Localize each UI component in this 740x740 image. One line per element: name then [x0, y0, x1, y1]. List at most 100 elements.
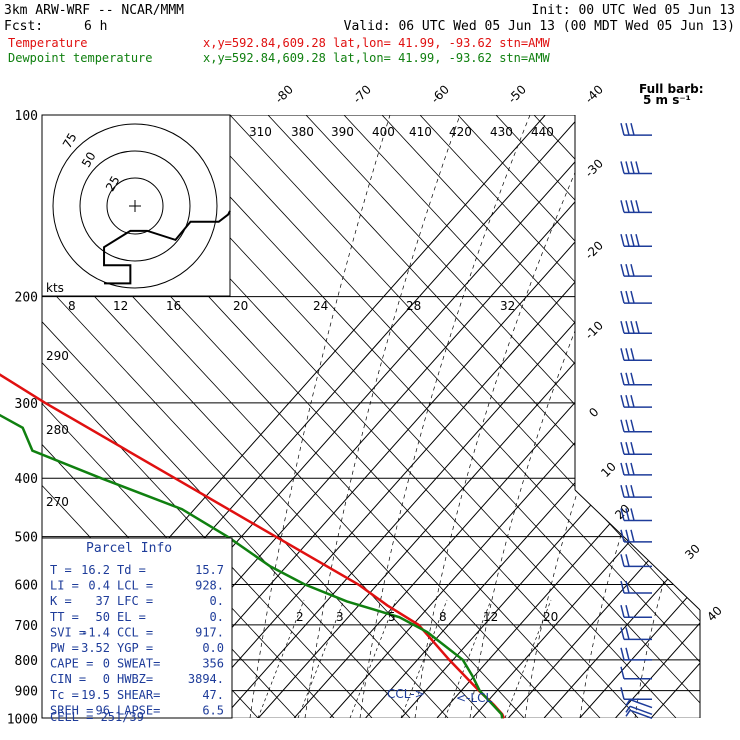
pressure-tick-label: 300: [15, 397, 38, 412]
dewpoint-legend-label: Dewpoint temperature: [8, 51, 153, 65]
wind-barb-feather: [620, 666, 625, 679]
temperature-tick-label: -30: [582, 156, 606, 180]
isotherm-line: [186, 115, 700, 718]
dry-adiabat-line: [191, 115, 700, 718]
wind-barb-feather: [625, 372, 630, 385]
barb-legend-value: 5 m s⁻¹: [643, 93, 691, 107]
parcel-info-value: 356: [202, 657, 224, 671]
wind-barb-feather: [620, 394, 625, 408]
wind-barb-feather: [620, 200, 625, 213]
moist-adiabat-line: [304, 115, 461, 718]
mixing-ratio-label: 5: [388, 610, 396, 624]
wind-barb-feather: [625, 348, 630, 361]
theta-e-label: 290: [46, 349, 69, 363]
parcel-info-value: LCL =: [117, 579, 153, 593]
forecast-label: Fcst:: [4, 19, 43, 34]
dry-adiabat-line: [153, 115, 700, 718]
parcel-info-value: 0.: [210, 610, 224, 624]
parcel-info-value: 37: [96, 594, 110, 608]
parcel-info-value: LI =: [50, 579, 79, 593]
parcel-info-value: SVI =: [50, 625, 86, 639]
mixing-ratio-label: 20: [543, 610, 558, 624]
parcel-info-value: 917.: [195, 625, 224, 639]
dry-adiabat-line: [42, 115, 335, 718]
wind-barb-feather: [625, 263, 630, 277]
wind-barb-feather: [630, 263, 635, 277]
parcel-info-value: 96: [96, 703, 110, 717]
parcel-info-value: K =: [50, 594, 72, 608]
parcel-info-value: 0.4: [88, 579, 110, 593]
isotherm-line: [329, 115, 700, 718]
dry-adiabat-line: [42, 115, 373, 718]
speed-axis-label: 16: [166, 299, 181, 313]
isotherm-line: [615, 115, 700, 718]
parcel-info-value: CIN =: [50, 672, 86, 686]
wind-barb-feather: [625, 484, 630, 498]
wind-barb-feather: [620, 462, 625, 476]
parcel-info-value: PW =: [50, 641, 79, 655]
dry-adiabat-line: [229, 115, 700, 718]
wind-barb-feather: [625, 462, 630, 476]
moist-adiabat-line: [579, 115, 700, 718]
wind-barb-feather: [620, 647, 625, 660]
mixing-ratio-label: 2: [296, 610, 304, 624]
temperature-tick-label: -10: [582, 318, 606, 342]
isotherm-line: [508, 115, 700, 718]
parcel-info-value: 0.: [210, 594, 224, 608]
wind-barb-feather: [630, 394, 635, 408]
hodograph-ring-label-25: 25: [103, 173, 123, 193]
wind-barb-feather: [635, 161, 640, 174]
parcel-info-value: 3.52: [81, 641, 110, 655]
wind-barb-feather: [630, 484, 635, 498]
parcel-info-frame: [41, 537, 233, 719]
wind-barb-feather: [625, 699, 631, 706]
pressure-tick-label: 800: [15, 654, 38, 669]
isotherm-line: [579, 115, 700, 718]
temperature-axis: -80 -70 -60 -50 -40 -30 -20 -10 0 10 20 30 40: [272, 82, 725, 624]
parcel-info-value: TT =: [50, 610, 79, 624]
parcel-info-value: SHEAR=: [117, 688, 160, 702]
dry-adiabat-line: [495, 115, 700, 718]
wind-barb-feather: [630, 442, 635, 455]
temperature-tick-label: 40: [704, 603, 725, 624]
theta-e-label: 270: [46, 495, 69, 509]
speed-axis-label: 8: [68, 299, 76, 313]
wind-barb-feather: [635, 321, 640, 334]
parcel-info-value: 3894.: [188, 672, 224, 686]
pressure-tick-label: 700: [15, 619, 38, 634]
speed-axis-label: 20: [233, 299, 248, 313]
temperature-tick-label: -20: [582, 238, 606, 262]
parcel-info-value: SWEAT=: [117, 657, 160, 671]
wind-barb-feather: [625, 529, 630, 543]
wind-barb-feather: [625, 122, 630, 136]
parcel-info-value: 0: [103, 672, 110, 686]
wind-barb-feather: [620, 529, 625, 543]
theta-label: 420: [449, 125, 472, 139]
pressure-tick-label: 1000: [7, 712, 38, 727]
wind-barb-feather: [620, 161, 625, 174]
temperature-tick-label: -50: [505, 82, 529, 106]
parcel-info-value: CAPE =: [50, 657, 93, 671]
mixing-ratio-label: 8: [439, 610, 447, 624]
ccl-marker: CCL->: [387, 687, 425, 701]
parcel-info-value: LFC =: [117, 594, 153, 608]
init-time: Init: 00 UTC Wed 05 Jun 13: [532, 3, 736, 18]
wind-barb-feather: [630, 462, 635, 476]
theta-label: 390: [331, 125, 354, 139]
pressure-tick-label: 600: [15, 578, 38, 593]
isotherm-line: [543, 115, 700, 718]
dry-adiabat-line: [381, 115, 700, 718]
parcel-info-value: LAPSE=: [117, 703, 160, 717]
parcel-info-value: Tc =: [50, 688, 79, 702]
parcel-info-value: 19.5: [81, 688, 110, 702]
dry-adiabat-line: [457, 115, 700, 718]
sounding-series: [0, 373, 506, 719]
parcel-info-value: 50: [96, 610, 110, 624]
wind-barb-feather: [625, 605, 630, 618]
wind-barb-feather: [620, 290, 625, 304]
pressure-tick-label: 500: [15, 531, 38, 546]
wind-barb-feather: [620, 234, 625, 247]
wind-barb-feather: [620, 605, 625, 618]
temperature-tick-label: -40: [582, 82, 606, 106]
wind-barb-feather: [625, 394, 630, 408]
